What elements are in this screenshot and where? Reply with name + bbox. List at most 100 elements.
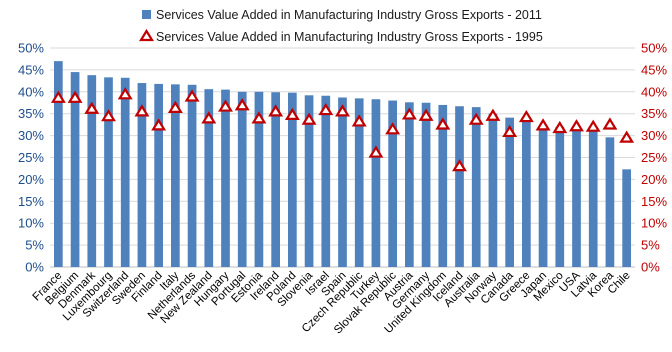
marker-1995: [569, 119, 584, 132]
y-right-tick-label: 45%: [641, 62, 667, 77]
y-right-tick-label: 30%: [641, 128, 667, 143]
y-right-tick-label: 35%: [641, 106, 667, 121]
marker-1995: [50, 90, 66, 103]
legend-item-2011: Services Value Added in Manufacturing In…: [142, 8, 542, 22]
y-left-tick-label: 25%: [18, 150, 44, 165]
marker-1995: [401, 107, 417, 120]
bar-2011: [221, 89, 230, 267]
y-right-tick-label: 25%: [641, 150, 667, 165]
bar-2011: [54, 61, 63, 267]
legend-label-1995: Services Value Added in Manufacturing In…: [156, 30, 543, 44]
y-left-tick-label: 20%: [18, 172, 44, 187]
bar-2011: [304, 95, 314, 267]
marker-1995: [351, 114, 367, 127]
y-left-tick-label: 40%: [18, 84, 44, 99]
marker-1995: [84, 101, 100, 114]
bar-2011: [605, 137, 615, 267]
marker-1995: [184, 89, 200, 102]
bar-2011: [588, 131, 598, 267]
y-axis-right: 0% 5% 10% 15% 20% 25% 30% 35% 40% 45% 50%: [641, 41, 667, 275]
y-left-tick-label: 0%: [25, 260, 44, 275]
bar-2011: [137, 83, 147, 267]
y-left-tick-label: 10%: [18, 216, 44, 231]
marker-1995: [385, 122, 401, 135]
marker-1995: [218, 99, 233, 112]
bar-2011: [237, 91, 247, 267]
marker-1995: [502, 124, 518, 138]
y-right-tick-label: 20%: [641, 172, 667, 187]
legend-marker-1995: [139, 28, 154, 42]
y-left-tick-label: 15%: [18, 194, 44, 209]
marker-1995: [535, 118, 551, 131]
bar-2011: [572, 129, 581, 267]
marker-1995: [602, 117, 618, 130]
y-left-tick-label: 30%: [18, 128, 44, 143]
marker-1995: [435, 117, 451, 130]
marker-1995: [117, 87, 133, 100]
bar-2011: [455, 106, 464, 267]
marker-1995: [167, 100, 183, 113]
bar-2011: [338, 97, 347, 268]
bar-2011: [421, 102, 431, 267]
bar-2011: [271, 92, 280, 268]
bar-2011: [204, 89, 214, 267]
marker-1995: [251, 111, 267, 124]
marker-1995: [268, 104, 284, 117]
y-right-tick-label: 40%: [641, 84, 667, 99]
marker-series-1995: [50, 87, 635, 172]
bar-2011: [371, 99, 381, 267]
bar-2011: [87, 75, 97, 267]
marker-1995: [335, 104, 350, 117]
bar-2011: [471, 107, 481, 267]
bar-2011: [70, 72, 80, 267]
bar-2011: [288, 92, 297, 268]
legend-item-1995: Services Value Added in Manufacturing In…: [139, 28, 543, 44]
bar-2011: [388, 100, 397, 267]
bar-2011: [405, 102, 414, 267]
bar-2011: [488, 113, 498, 267]
marker-1995: [234, 98, 250, 111]
y-right-tick-label: 5%: [641, 238, 660, 253]
y-left-tick-label: 5%: [25, 238, 44, 253]
marker-1995: [151, 118, 167, 131]
y-right-tick-label: 50%: [641, 41, 667, 56]
legend-swatch-2011: [142, 10, 151, 19]
marker-1995: [301, 112, 317, 125]
marker-1995: [418, 108, 434, 121]
y-right-tick-label: 10%: [641, 216, 667, 231]
marker-1995: [67, 90, 83, 103]
bar-2011: [522, 120, 531, 268]
bar-2011: [622, 169, 631, 267]
marker-1995: [452, 159, 467, 172]
marker-1995: [201, 111, 217, 124]
bar-2011: [438, 104, 448, 267]
y-right-tick-label: 15%: [641, 194, 667, 209]
marker-1995: [101, 109, 116, 122]
bar-2011: [321, 95, 331, 268]
marker-1995: [368, 145, 384, 158]
y-left-tick-label: 50%: [18, 41, 44, 56]
marker-1995: [485, 108, 501, 121]
bar-2011: [555, 126, 565, 267]
y-axis-left: 0% 5% 10% 15% 20% 25% 30% 35% 40% 45% 50%: [18, 41, 44, 275]
bar-2011: [187, 84, 197, 267]
bar-2011: [104, 77, 113, 267]
legend-label-2011: Services Value Added in Manufacturing In…: [156, 8, 542, 22]
legend: Services Value Added in Manufacturing In…: [139, 8, 543, 44]
bar-2011: [254, 91, 264, 267]
bar-2011: [120, 77, 130, 267]
marker-1995: [619, 130, 635, 143]
y-left-tick-label: 45%: [18, 62, 44, 77]
y-right-tick-label: 0%: [641, 260, 660, 275]
marker-1995: [518, 109, 534, 123]
y-left-tick-label: 35%: [18, 106, 44, 121]
marker-1995: [284, 107, 300, 120]
marker-1995: [318, 102, 334, 116]
x-axis-labels: FranceBelgiumDenmarkLuxembourgSwitzerlan…: [31, 269, 633, 336]
bar-2011: [171, 84, 180, 267]
bar-2011: [354, 98, 364, 268]
bar-2011: [538, 125, 548, 267]
marker-1995: [134, 104, 150, 117]
bar-2011: [154, 83, 163, 267]
